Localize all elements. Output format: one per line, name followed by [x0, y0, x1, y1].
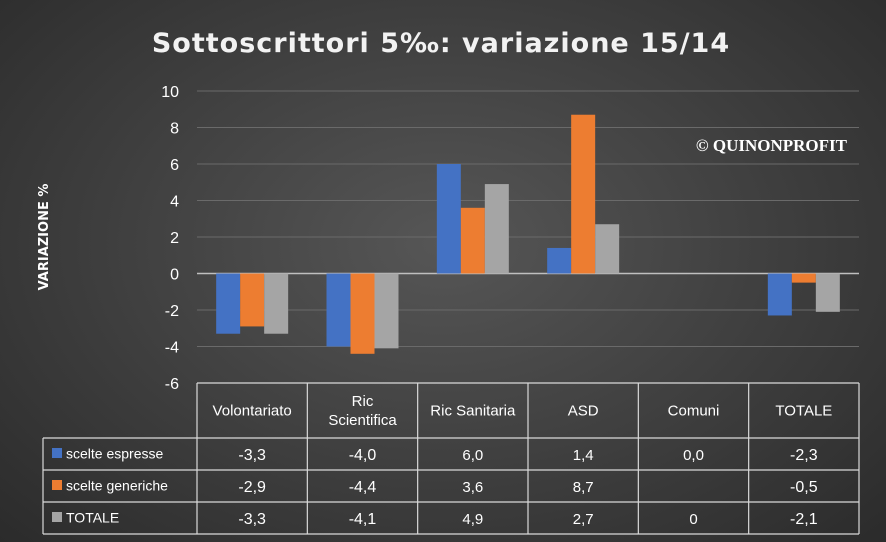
- category-label: Comuni: [668, 403, 720, 420]
- chart-title: Sottoscrittori 5‰: variazione 15/14: [152, 28, 730, 59]
- legend-entry: TOTALE: [66, 510, 119, 526]
- data-label: -3,3: [238, 511, 266, 528]
- category-label: ASD: [568, 403, 599, 420]
- data-label: 0,0: [683, 447, 704, 464]
- y-tick-label: 6: [170, 157, 179, 174]
- y-tick-label: 10: [161, 84, 179, 101]
- data-label: 1,4: [573, 447, 594, 464]
- gridlines: [197, 90, 859, 347]
- category-label: Ric Sanitaria: [430, 403, 516, 420]
- bar: [815, 273, 840, 312]
- bar: [326, 273, 351, 347]
- bar: [216, 273, 241, 334]
- bar: [460, 207, 485, 274]
- data-label: -2,1: [790, 511, 818, 528]
- bar: [240, 273, 265, 327]
- data-label: -2,9: [238, 479, 266, 496]
- bar: [547, 247, 572, 274]
- y-tick-label: -6: [165, 376, 179, 393]
- data-label: -4,1: [349, 511, 377, 528]
- y-tick-label: 0: [170, 267, 179, 284]
- legend-swatch: [52, 480, 62, 490]
- data-label: 3,6: [462, 479, 483, 496]
- bar: [595, 224, 620, 274]
- legend-entry: scelte espresse: [66, 446, 163, 462]
- bar: [374, 273, 399, 349]
- y-tick-label: 2: [170, 230, 179, 247]
- bar: [436, 164, 461, 274]
- bar: [484, 184, 509, 274]
- data-label: -2,3: [790, 447, 818, 464]
- bar: [264, 273, 289, 334]
- y-tick-label: -2: [165, 303, 179, 320]
- category-label: Volontariato: [213, 403, 292, 420]
- legend-entry: scelte generiche: [66, 478, 168, 494]
- category-label: TOTALE: [775, 403, 832, 420]
- bar: [350, 273, 375, 354]
- category-label: Ric: [352, 393, 374, 410]
- data-label: -0,5: [790, 479, 818, 496]
- data-label: -4,4: [349, 479, 377, 496]
- data-label: 6,0: [462, 447, 483, 464]
- watermark: © QUINONPROFIT: [696, 136, 848, 155]
- data-label: 2,7: [573, 511, 594, 528]
- data-label: 0: [689, 511, 697, 528]
- bar: [791, 273, 816, 283]
- category-label: Scientifica: [328, 412, 397, 429]
- data-table: Volontariato Ric Scientifica Ric Sanitaria A…: [42, 382, 860, 535]
- legend-swatch: [52, 512, 62, 522]
- data-label: -4,0: [349, 447, 377, 464]
- y-axis-ticks: 10 8 6 4 2 0 -2 -4 -6: [161, 84, 179, 393]
- data-label: 4,9: [462, 511, 483, 528]
- y-tick-label: 4: [170, 194, 179, 211]
- y-axis-label: VARIAZIONE %: [37, 184, 52, 291]
- bar: [571, 114, 596, 274]
- data-label: 8,7: [573, 479, 594, 496]
- bars: [216, 114, 840, 354]
- y-tick-label: 8: [170, 121, 179, 138]
- bar: [767, 273, 792, 316]
- y-tick-label: -4: [165, 340, 179, 357]
- legend-swatch: [52, 448, 62, 458]
- data-label: -3,3: [238, 447, 266, 464]
